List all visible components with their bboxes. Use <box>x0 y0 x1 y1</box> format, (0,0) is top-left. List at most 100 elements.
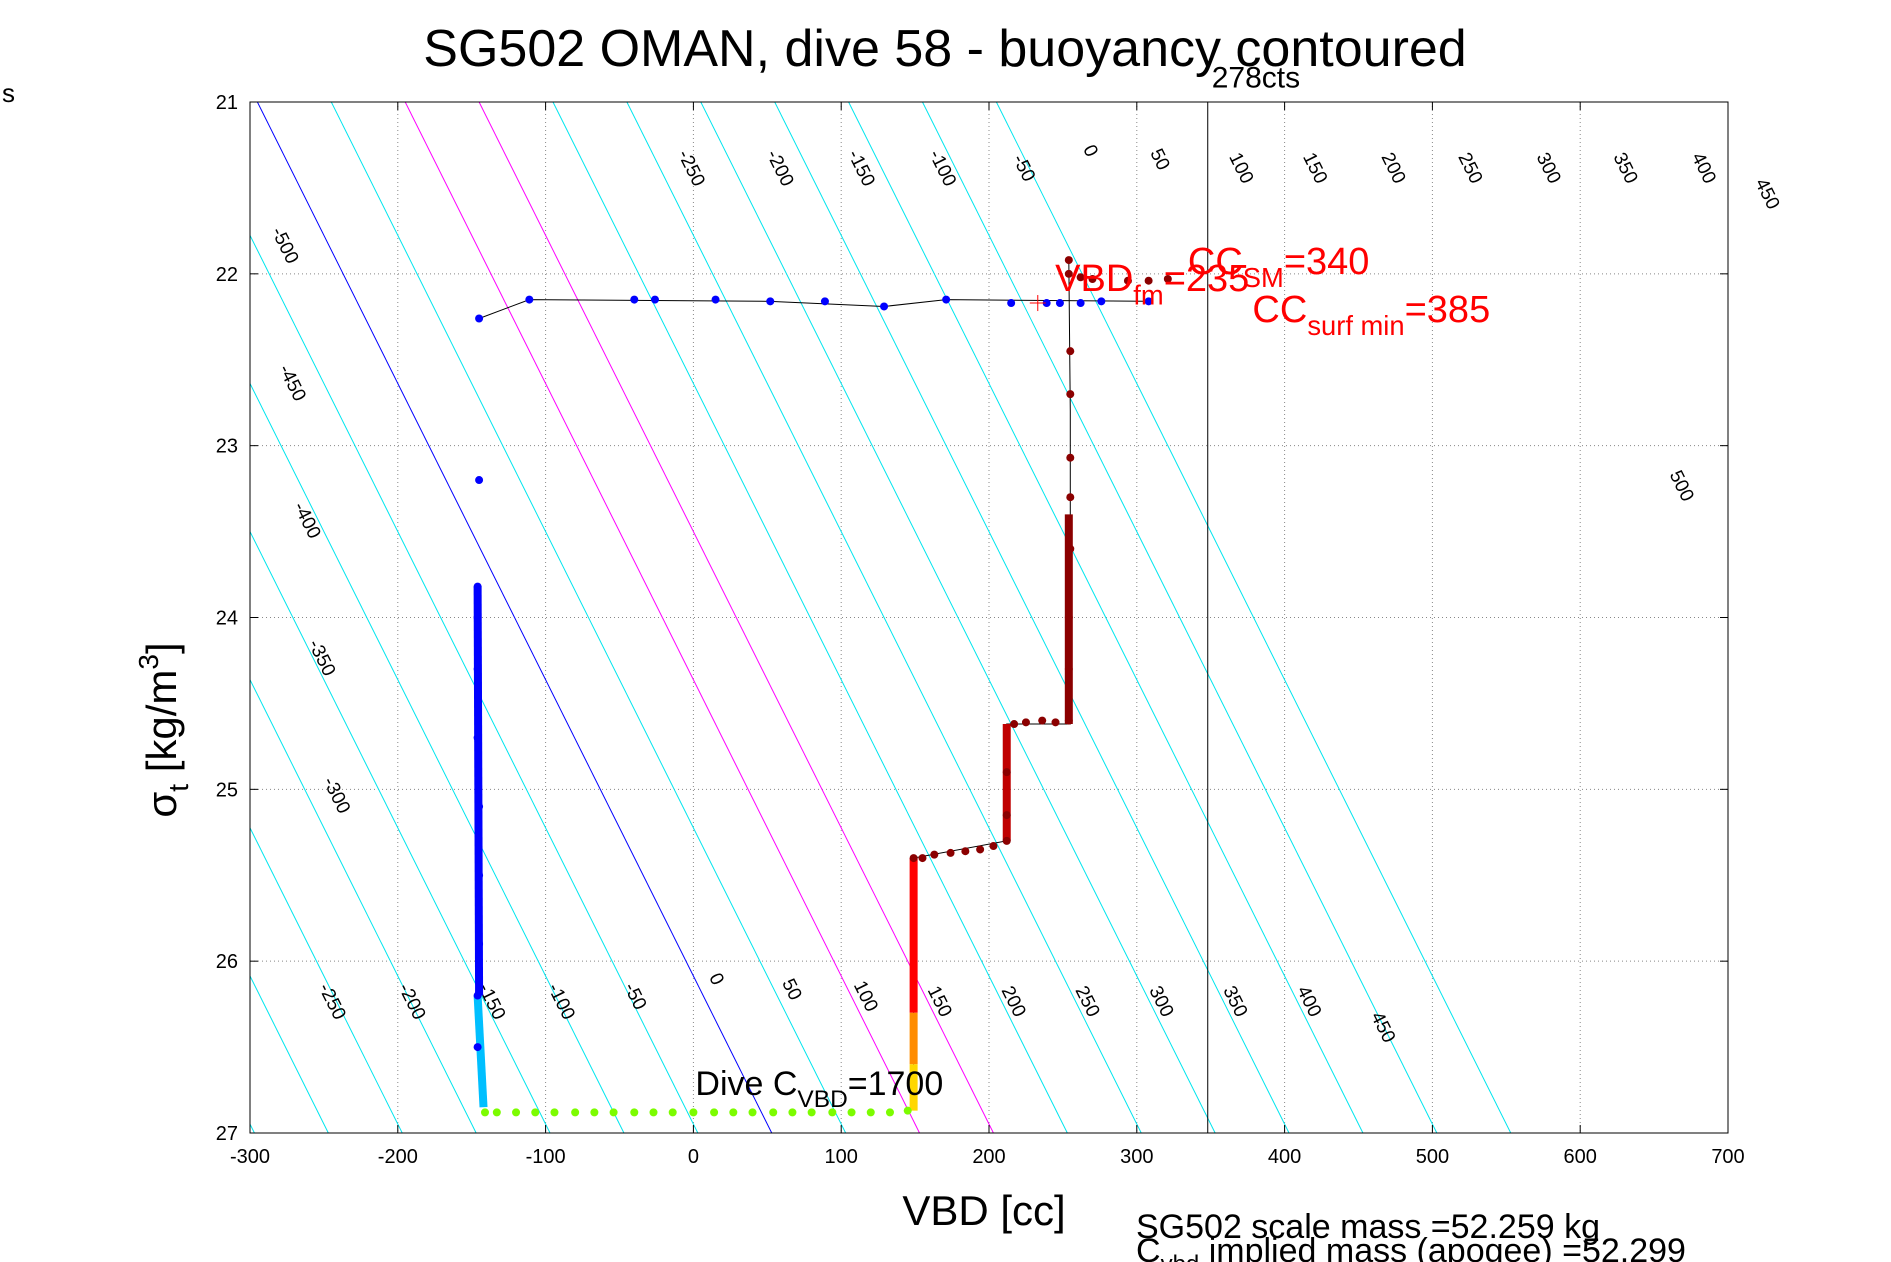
y-tick-label: 21 <box>216 92 238 114</box>
data-point-bottom <box>481 1108 490 1117</box>
contour-label: 200 <box>1377 149 1410 187</box>
data-point-bottom <box>550 1108 559 1117</box>
contour-line <box>0 102 33 1133</box>
contour-label: -250 <box>673 147 709 190</box>
contour-label: 0 <box>1078 142 1102 161</box>
data-point-descent <box>525 295 534 304</box>
data-point-descent <box>942 295 951 304</box>
data-point-ascent <box>1038 716 1047 725</box>
data-point-ascent <box>989 842 998 851</box>
data-point-ascent <box>1066 347 1075 356</box>
data-point-ascent <box>961 847 970 856</box>
data-point-ascent <box>930 850 939 859</box>
data-point-ascent <box>1066 390 1075 399</box>
x-tick-label: 400 <box>1268 1146 1301 1168</box>
y-tick-label: 26 <box>216 951 238 973</box>
contour-label: 100 <box>849 978 882 1016</box>
data-point-bottom <box>571 1108 580 1117</box>
contour-label: -50 <box>1008 151 1039 185</box>
data-point-bottom <box>807 1108 816 1117</box>
contour-label: -450 <box>274 361 310 404</box>
contour-line <box>478 102 994 1133</box>
y-tick-label: 23 <box>216 436 238 458</box>
data-point-bottom <box>769 1108 778 1117</box>
contour-labels: -500-450-400-350-300-250 -200 -150 -100 -500… <box>267 142 1784 1047</box>
data-point-descent <box>473 613 482 622</box>
contour-line <box>552 102 1068 1133</box>
y-tick-label: 25 <box>216 779 238 801</box>
y-tick-label: 22 <box>216 264 238 286</box>
x-tick-label: 700 <box>1711 1146 1744 1168</box>
data-point-descent <box>766 297 775 306</box>
contour-label: -350 <box>304 636 340 679</box>
contour-line <box>250 234 699 1133</box>
corner-text: s <box>2 78 15 108</box>
data-point-ascent <box>909 854 918 863</box>
contour-line <box>404 102 920 1133</box>
data-point-ascent <box>1064 613 1073 622</box>
data-point-bottom <box>630 1108 639 1117</box>
data-point-descent <box>711 295 720 304</box>
data-point-ascent <box>1051 718 1060 727</box>
x-tick-label: 500 <box>1416 1146 1449 1168</box>
x-tick-label: 300 <box>1120 1146 1153 1168</box>
contour-line <box>250 382 625 1133</box>
data-point-bottom <box>847 1108 856 1117</box>
data-point-descent <box>1007 299 1016 308</box>
data-point-ascent <box>1002 836 1011 845</box>
contour-label: 350 <box>1609 149 1642 187</box>
data-point-ascent <box>1002 768 1011 777</box>
data-point-descent <box>473 991 482 1000</box>
contour-line <box>250 826 403 1133</box>
data-point-ascent <box>1123 276 1132 285</box>
contour-label: 100 <box>1224 149 1257 187</box>
vertical-line-layer: 278cts <box>1207 61 1300 1133</box>
data-point-ascent <box>1088 274 1097 283</box>
contour-label: -200 <box>762 147 798 190</box>
vbd-fm-annotation: VBDfm=235 <box>1055 258 1249 310</box>
contour-line <box>250 678 477 1133</box>
data-point-ascent <box>1066 453 1075 462</box>
contour-label: -400 <box>289 499 325 542</box>
data-point-bottom <box>729 1108 738 1117</box>
contour-label: 0 <box>704 970 728 989</box>
data-point-descent <box>473 665 482 674</box>
data-point-ascent <box>1163 274 1172 283</box>
contour-label: 350 <box>1218 983 1251 1021</box>
data-point-bottom <box>668 1108 677 1117</box>
x-tick-label: 0 <box>688 1146 699 1168</box>
contour-line <box>700 102 1216 1133</box>
data-point-bottom <box>866 1108 875 1117</box>
contour-label: 50 <box>777 975 805 1003</box>
data-point-bottom <box>689 1108 698 1117</box>
grid-layer <box>249 101 1729 1134</box>
contour-label: 450 <box>1366 1009 1399 1047</box>
contour-label: 200 <box>997 983 1030 1021</box>
contour-line <box>995 102 1512 1133</box>
data-point-bottom <box>531 1108 540 1117</box>
contour-label: -500 <box>267 224 303 267</box>
x-tick-label: 200 <box>972 1146 1005 1168</box>
contour-line <box>330 102 847 1133</box>
data-point-descent <box>473 1043 482 1052</box>
x-tick-label: 600 <box>1564 1146 1597 1168</box>
data-point-descent <box>473 582 482 591</box>
descent-dense-segment <box>473 586 484 996</box>
x-tick-label: -200 <box>378 1146 418 1168</box>
data-point-ascent <box>976 845 985 854</box>
series-line-ascent <box>913 260 1071 1108</box>
data-point-ascent <box>1064 665 1073 674</box>
contour-line <box>626 102 1142 1133</box>
contour-label: 150 <box>923 983 956 1021</box>
cc-surf-min-annotation: CCsurf min=385 <box>1252 289 1490 341</box>
contour-label: 150 <box>1298 149 1331 187</box>
contour-label: -300 <box>318 774 354 817</box>
y-tick-label: 24 <box>216 608 238 630</box>
chart-title: SG502 OMAN, dive 58 - buoyancy contoured <box>423 20 1466 78</box>
data-point-ascent <box>1064 256 1073 265</box>
contour-label: -200 <box>394 980 430 1023</box>
contour-label: 250 <box>1071 983 1104 1021</box>
data-point-bottom <box>788 1108 797 1117</box>
